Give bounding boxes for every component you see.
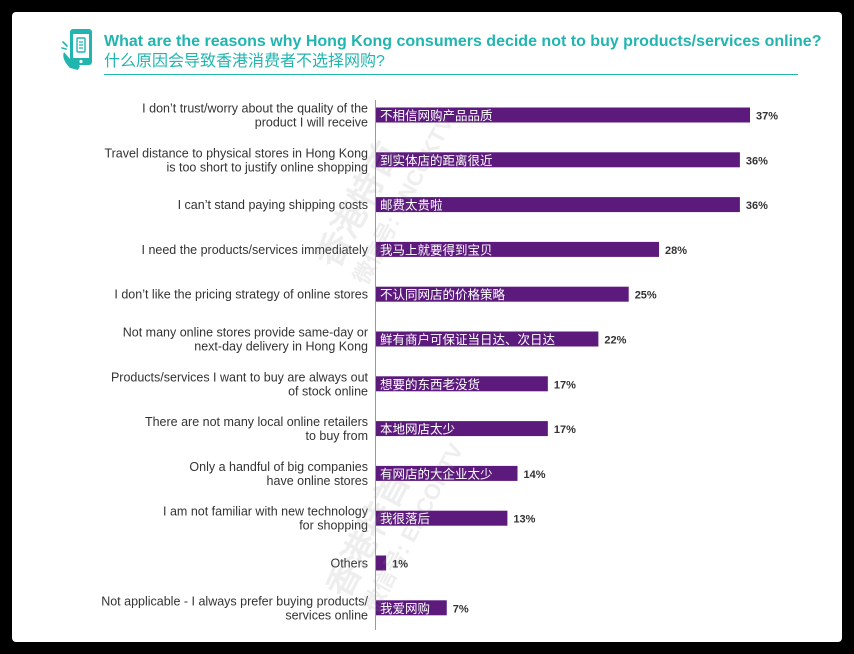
- data-label: 28%: [665, 245, 687, 257]
- title-divider: [104, 74, 798, 75]
- bar: [376, 376, 548, 392]
- category-label: Travel distance to physical stores in Ho…: [104, 146, 368, 160]
- chart-title: What are the reasons why Hong Kong consu…: [104, 32, 824, 72]
- bar-inner-label: 我马上就要得到宝贝: [380, 242, 493, 257]
- bar: [376, 555, 387, 571]
- category-label: to buy from: [305, 429, 368, 443]
- category-label: of stock online: [288, 384, 368, 398]
- chart-card: What are the reasons why Hong Kong consu…: [12, 12, 842, 642]
- data-label: 36%: [746, 155, 768, 167]
- data-label: 17%: [554, 379, 576, 391]
- bar: [376, 286, 629, 302]
- category-label: Only a handful of big companies: [189, 460, 368, 474]
- category-label: is too short to justify online shopping: [166, 160, 368, 174]
- horizontal-bar-chart: I don’t trust/worry about the quality of…: [101, 100, 778, 630]
- category-label: I don’t trust/worry about the quality of…: [142, 102, 368, 116]
- category-label: Not applicable - I always prefer buying …: [101, 594, 368, 608]
- category-label: Not many online stores provide same-day …: [123, 326, 368, 340]
- bar: [376, 421, 548, 437]
- bar-inner-label: 鲜有商户可保证当日达、次日达: [380, 332, 556, 347]
- bar-inner-label: 我爱网购: [380, 601, 430, 616]
- data-label: 22%: [604, 335, 626, 347]
- data-label: 17%: [554, 424, 576, 436]
- category-label: Products/services I want to buy are alwa…: [111, 370, 369, 384]
- bar-inner-label: 到实体店的距离很近: [380, 153, 493, 168]
- category-label: have online stores: [267, 474, 368, 488]
- data-label: 25%: [635, 290, 657, 302]
- bar: [376, 600, 447, 616]
- bar-inner-label: 我很落后: [380, 511, 430, 526]
- bar: [376, 331, 599, 347]
- category-label: product I will receive: [255, 116, 368, 130]
- bar: [376, 241, 660, 257]
- bar-inner-label: 邮费太贵啦: [380, 198, 443, 213]
- category-label: next-day delivery in Hong Kong: [194, 340, 368, 354]
- chart-title-en: What are the reasons why Hong Kong consu…: [104, 33, 822, 50]
- data-label: 1%: [392, 559, 408, 571]
- bar: [376, 197, 740, 213]
- data-label: 14%: [524, 469, 546, 481]
- bar: [376, 465, 518, 481]
- data-label: 13%: [513, 514, 535, 526]
- category-label: I need the products/services immediately: [142, 243, 369, 257]
- category-label: I can’t stand paying shipping costs: [178, 198, 368, 212]
- bar-inner-label: 有网店的大企业太少: [380, 466, 493, 481]
- chart-title-zh: 什么原因会导致香港消费者不选择网购?: [104, 53, 385, 70]
- mobile-shopping-icon: [61, 29, 92, 70]
- category-label: I don’t like the pricing strategy of onl…: [114, 288, 368, 302]
- data-label: 37%: [756, 111, 778, 123]
- category-label: I am not familiar with new technology: [163, 505, 369, 519]
- category-label: services online: [285, 608, 368, 622]
- data-label: 7%: [453, 603, 469, 615]
- category-label: There are not many local online retailer…: [145, 415, 368, 429]
- data-label: 36%: [746, 200, 768, 212]
- bar: [376, 510, 508, 526]
- chart-header: What are the reasons why Hong Kong consu…: [12, 12, 842, 82]
- category-label: Others: [330, 557, 368, 571]
- bar-inner-label: 不认同网店的价格策略: [380, 287, 506, 302]
- bar-inner-label: 不相信网购产品品质: [380, 108, 493, 123]
- bar: [376, 107, 750, 123]
- bar-inner-label: 本地网店太少: [380, 422, 455, 437]
- bar-inner-label: 想要的东西老没货: [380, 377, 480, 392]
- bar: [376, 152, 740, 168]
- category-label: for shopping: [299, 519, 368, 533]
